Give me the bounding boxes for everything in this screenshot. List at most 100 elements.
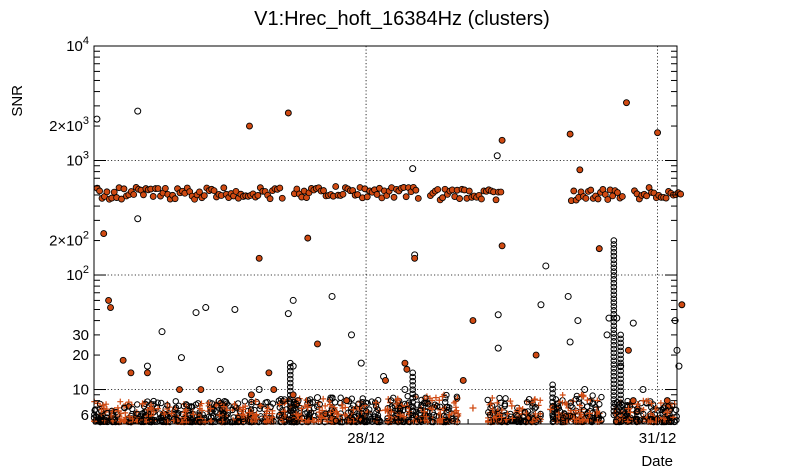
cluster-marker	[529, 403, 536, 410]
cluster-marker	[103, 406, 110, 413]
data-point-filled	[532, 351, 540, 359]
cluster-marker	[425, 400, 432, 408]
cluster-marker	[104, 409, 111, 417]
data-point-open	[542, 262, 550, 270]
cluster-marker	[422, 394, 429, 402]
spike-marker	[610, 295, 618, 302]
cluster-marker	[231, 401, 238, 408]
cluster-marker	[640, 397, 647, 404]
spike-marker	[610, 244, 618, 252]
cluster-marker	[276, 412, 283, 419]
plateau-marker	[278, 194, 286, 202]
spike-marker	[617, 387, 624, 395]
cluster-marker	[117, 398, 124, 405]
spike-marker	[549, 385, 556, 393]
spike-marker	[610, 330, 618, 337]
spike-marker	[610, 400, 618, 407]
plateau-marker	[200, 192, 208, 200]
plateau-marker	[210, 187, 218, 195]
plateau-marker	[402, 193, 410, 201]
data-point-filled	[654, 129, 662, 137]
data-point-open	[613, 314, 621, 322]
spike-marker	[610, 407, 618, 415]
data-point-filled	[255, 254, 263, 262]
cluster-marker	[248, 398, 255, 406]
cluster-marker	[648, 400, 655, 407]
spike-marker	[549, 390, 556, 397]
cluster-marker	[567, 402, 574, 410]
cluster-marker	[436, 397, 443, 404]
cluster-marker	[302, 410, 309, 417]
cluster-marker	[103, 414, 111, 421]
cluster-marker	[269, 414, 276, 421]
data-point-open	[494, 344, 502, 352]
cluster-marker	[121, 417, 128, 424]
y-tick-label: 102	[66, 264, 89, 284]
y-tick-label: 6	[81, 407, 89, 424]
spike-marker	[610, 322, 618, 330]
spike-marker	[409, 369, 417, 377]
plateau-marker	[456, 195, 463, 202]
data-point-open	[617, 362, 625, 370]
cluster-marker	[281, 408, 288, 415]
data-point-open	[401, 386, 409, 394]
data-point-filled	[382, 377, 389, 384]
spike-marker	[617, 379, 624, 387]
spike-marker	[617, 347, 624, 355]
cluster-marker	[209, 409, 216, 416]
cluster-marker	[584, 403, 591, 410]
plateau-marker	[582, 194, 590, 202]
cluster-marker	[316, 409, 323, 416]
data-point-filled	[343, 397, 351, 405]
cluster-marker	[368, 398, 375, 405]
cluster-marker	[405, 410, 412, 417]
plateau-marker	[412, 186, 420, 194]
y-tick-label: 104	[66, 35, 89, 55]
plateau-marker	[161, 184, 169, 192]
cluster-marker	[503, 416, 510, 423]
cluster-marker	[144, 406, 151, 413]
cluster-marker	[164, 402, 171, 409]
cluster-marker	[198, 407, 205, 414]
cluster-marker	[384, 414, 391, 422]
cluster-marker	[532, 404, 539, 411]
data-point-open	[289, 362, 297, 370]
data-point-filled	[304, 234, 312, 242]
cluster-marker	[264, 405, 271, 412]
plateau-marker	[587, 186, 595, 194]
cluster-marker	[342, 404, 349, 411]
data-point-filled	[403, 365, 411, 373]
cluster-marker	[636, 417, 644, 424]
data-point-plus	[139, 400, 147, 408]
cluster-marker	[227, 418, 234, 426]
spike-marker	[610, 349, 618, 357]
cluster-marker	[190, 411, 197, 418]
spike-marker	[610, 338, 618, 345]
cluster-marker	[373, 408, 380, 416]
plateau-marker	[439, 194, 446, 202]
plateau-marker	[254, 192, 262, 199]
data-point-plus	[207, 405, 215, 413]
spike-marker	[286, 379, 294, 387]
cluster-marker	[387, 397, 395, 404]
cluster-marker	[396, 405, 404, 412]
plateau-marker	[276, 184, 284, 192]
plateau-marker	[465, 187, 473, 195]
cluster-marker	[329, 394, 336, 401]
x-axis-label: Date	[641, 453, 673, 470]
spike-marker	[610, 380, 618, 388]
cluster-marker	[484, 396, 491, 404]
cluster-marker	[298, 405, 305, 412]
cluster-marker	[432, 394, 439, 401]
spike-marker	[610, 299, 618, 306]
spike-marker	[610, 264, 618, 271]
cluster-marker	[182, 401, 190, 408]
cluster-marker	[329, 403, 335, 410]
cluster-marker	[572, 407, 579, 414]
cluster-marker	[496, 411, 503, 418]
spike-marker	[617, 375, 624, 383]
data-point-filled	[289, 391, 297, 399]
cluster-marker	[316, 401, 323, 408]
spike-marker	[610, 388, 618, 395]
spike-marker	[617, 411, 624, 419]
